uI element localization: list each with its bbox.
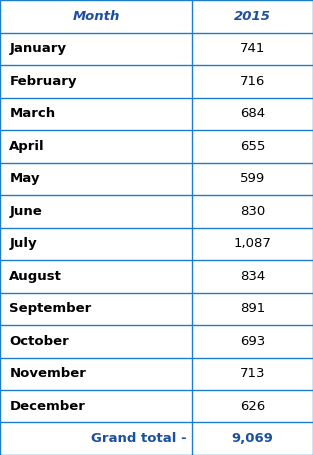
Text: 655: 655 xyxy=(240,140,265,153)
Text: September: September xyxy=(9,302,92,315)
Text: 9,069: 9,069 xyxy=(232,432,274,445)
Text: February: February xyxy=(9,75,77,88)
Text: 830: 830 xyxy=(240,205,265,218)
Text: December: December xyxy=(9,400,85,413)
Text: Month: Month xyxy=(73,10,120,23)
Text: July: July xyxy=(9,237,37,250)
Text: May: May xyxy=(9,172,40,185)
Text: 626: 626 xyxy=(240,400,265,413)
Text: 684: 684 xyxy=(240,107,265,120)
Text: November: November xyxy=(9,367,86,380)
Text: 1,087: 1,087 xyxy=(234,237,272,250)
Text: March: March xyxy=(9,107,55,120)
Text: Grand total -: Grand total - xyxy=(90,432,186,445)
Text: January: January xyxy=(9,42,66,55)
Text: 2015: 2015 xyxy=(234,10,271,23)
Text: 834: 834 xyxy=(240,270,265,283)
Text: August: August xyxy=(9,270,62,283)
Text: 891: 891 xyxy=(240,302,265,315)
Text: April: April xyxy=(9,140,45,153)
Text: 716: 716 xyxy=(240,75,265,88)
Text: 713: 713 xyxy=(240,367,265,380)
Text: October: October xyxy=(9,335,69,348)
Text: June: June xyxy=(9,205,42,218)
Text: 599: 599 xyxy=(240,172,265,185)
Text: 693: 693 xyxy=(240,335,265,348)
Text: 741: 741 xyxy=(240,42,265,55)
